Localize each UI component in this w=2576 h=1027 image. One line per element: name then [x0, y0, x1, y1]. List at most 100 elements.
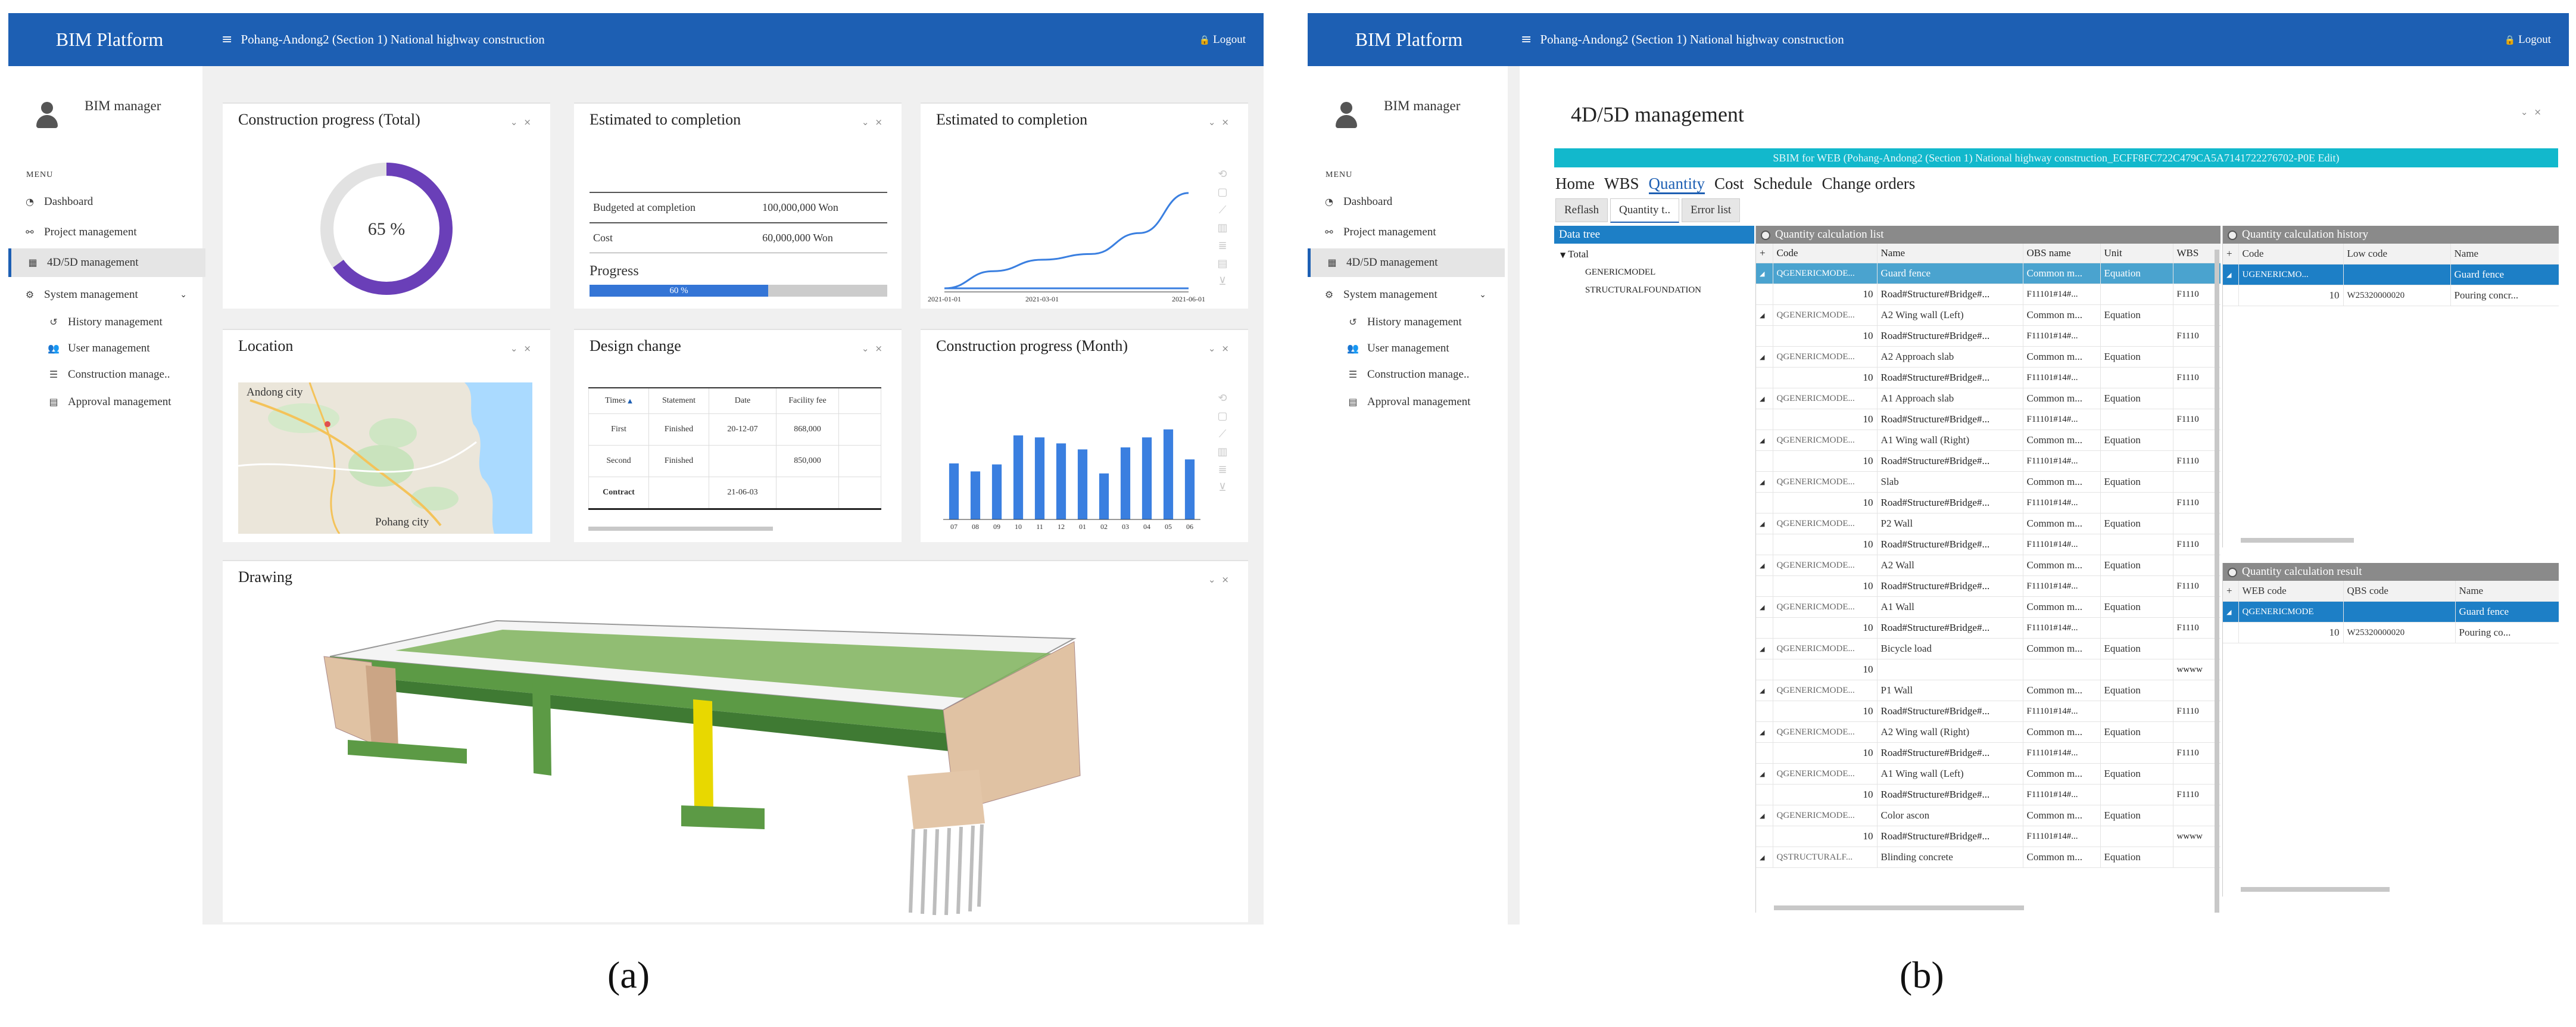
collapse-icon[interactable]: ◢: [1756, 680, 1773, 701]
collapse-icon[interactable]: ◢: [1756, 555, 1773, 576]
bar-type-icon[interactable]: ▥: [1217, 222, 1228, 234]
vertical-scrollbar[interactable]: [2215, 250, 2219, 913]
brand-title[interactable]: BIM Platform: [1355, 29, 1463, 50]
sidebar-item-system[interactable]: ⚙ System management ⌄: [8, 281, 202, 309]
list-item-detail[interactable]: 10 Road#Structure#Bridge#... F11101#14#...…: [1756, 701, 2221, 722]
tab-schedule[interactable]: Schedule: [1753, 175, 1813, 192]
table-row[interactable]: ◢ UGENERICMO... Guard fence: [2223, 264, 2559, 285]
list-item[interactable]: ◢ QSTRUCTURALF... Blinding concrete Common …: [1756, 847, 2221, 868]
horizontal-scrollbar[interactable]: [2241, 538, 2354, 543]
collapse-icon[interactable]: ◢: [1756, 304, 1773, 326]
location-map[interactable]: Andong city Pohang city: [238, 382, 532, 534]
list-item[interactable]: ◢ QGENERICMODE... A2 Wall Common m... Equati…: [1756, 555, 2221, 576]
card-controls[interactable]: ⌄×: [1208, 574, 1235, 585]
tab-wbs[interactable]: WBS: [1604, 175, 1639, 192]
list-item-detail[interactable]: 10 wwww: [1756, 659, 2221, 680]
table-row[interactable]: Contract 21-06-03: [588, 477, 881, 510]
tree-node-total[interactable]: ▼ Total: [1560, 248, 1589, 260]
column-header[interactable]: Statement: [648, 387, 709, 414]
table-row[interactable]: 10 W25320000020 Pouring co...: [2223, 622, 2559, 643]
column-header[interactable]: WEB code: [2238, 581, 2344, 602]
card-controls[interactable]: ⌄×: [861, 117, 888, 127]
avatar[interactable]: [1334, 102, 1359, 130]
collapse-icon[interactable]: ◢: [1756, 721, 1773, 743]
horizontal-scrollbar[interactable]: [1774, 905, 2024, 910]
sidebar-item-approval[interactable]: ▤ Approval management: [1308, 388, 1502, 416]
sidebar-item-users[interactable]: 👥 User management: [1308, 334, 1502, 363]
column-header[interactable]: Name: [2455, 581, 2559, 602]
table-row[interactable]: Second Finished 850,000: [588, 445, 881, 477]
bar-type-icon[interactable]: ▥: [1217, 446, 1228, 458]
data-view-icon[interactable]: ▤: [1217, 257, 1228, 270]
window-controls[interactable]: ⌄×: [2520, 107, 2547, 117]
download-icon[interactable]: ⊻: [1218, 481, 1227, 494]
card-controls[interactable]: ⌄×: [510, 117, 537, 127]
list-item-detail[interactable]: 10 Road#Structure#Bridge#... F11101#14#...…: [1756, 409, 2221, 430]
sidebar-item-project[interactable]: ⚯ Project management: [1308, 218, 1502, 247]
collapse-icon[interactable]: ◢: [1756, 847, 1773, 868]
tree-node-genericmodel[interactable]: GENERICMODEL: [1585, 267, 1656, 277]
list-item-detail[interactable]: 10 Road#Structure#Bridge#... F11101#14#...…: [1756, 492, 2221, 514]
brand-title[interactable]: BIM Platform: [55, 29, 164, 50]
collapse-icon[interactable]: ◢: [1756, 805, 1773, 826]
column-header[interactable]: Name: [1877, 244, 2023, 263]
column-header[interactable]: Facility fee: [776, 387, 839, 414]
panel-toggle-icon[interactable]: [2228, 230, 2237, 240]
collapse-icon[interactable]: ◢: [1756, 596, 1773, 618]
tab-home[interactable]: Home: [1555, 175, 1595, 192]
horizontal-scrollbar[interactable]: [2241, 887, 2390, 892]
sidebar-item-construction[interactable]: ☰ Construction manage..: [8, 360, 202, 389]
collapse-icon[interactable]: ◢: [1756, 430, 1773, 451]
download-icon[interactable]: ⊻: [1218, 275, 1227, 288]
add-column-icon[interactable]: +: [2223, 244, 2239, 264]
panel-toggle-icon[interactable]: [2228, 567, 2237, 577]
card-controls[interactable]: ⌄×: [510, 343, 537, 354]
sidebar-item-history[interactable]: ↺ History management: [1308, 308, 1502, 337]
stack-icon[interactable]: ≣: [1218, 239, 1227, 252]
avatar[interactable]: [35, 102, 60, 130]
expand-icon[interactable]: ▼: [1560, 251, 1566, 259]
quantity-tab-button[interactable]: Quantity t..: [1610, 198, 1680, 223]
hamburger-icon[interactable]: ≡: [222, 32, 233, 47]
sidebar-item-construction[interactable]: ☰ Construction manage..: [1308, 360, 1502, 389]
list-item-detail[interactable]: 10 Road#Structure#Bridge#... F11101#14#...…: [1756, 534, 2221, 555]
sort-icon[interactable]: ▲: [628, 398, 632, 404]
restore-icon[interactable]: ⟲: [1218, 168, 1227, 180]
collapse-icon[interactable]: ◢: [2223, 264, 2239, 285]
collapse-icon[interactable]: ◢: [1756, 388, 1773, 409]
table-row[interactable]: ◢ QGENERICMODE Guard fence: [2223, 601, 2559, 623]
tab-cost[interactable]: Cost: [1714, 175, 1744, 192]
column-header[interactable]: QBS code: [2343, 581, 2456, 602]
column-header[interactable]: Low code: [2343, 244, 2451, 264]
list-item[interactable]: ◢ QGENERICMODE... A2 Wing wall (Right) Comm…: [1756, 721, 2221, 743]
hamburger-icon[interactable]: ≡: [1521, 32, 1532, 47]
list-item-detail[interactable]: 10 Road#Structure#Bridge#... F11101#14#...…: [1756, 784, 2221, 805]
sidebar-item-users[interactable]: 👥 User management: [8, 334, 202, 363]
tab-change-orders[interactable]: Change orders: [1822, 175, 1916, 192]
collapse-icon[interactable]: ◢: [1756, 513, 1773, 534]
tree-node-structuralfoundation[interactable]: STRUCTURALFOUNDATION: [1585, 285, 1702, 295]
list-item[interactable]: ◢ QGENERICMODE... Slab Common m... Equation: [1756, 471, 2221, 493]
list-item-detail[interactable]: 10 Road#Structure#Bridge#... F11101#14#...…: [1756, 325, 2221, 347]
logout-button[interactable]: 🔒 Logout: [1199, 13, 1246, 66]
list-item-detail[interactable]: 10 Road#Structure#Bridge#... F11101#14#...…: [1756, 575, 2221, 597]
tab-quantity[interactable]: Quantity: [1648, 175, 1705, 194]
sidebar-item-project[interactable]: ⚯ Project management: [8, 218, 202, 247]
line-type-icon[interactable]: ⟋: [1218, 428, 1227, 440]
column-header[interactable]: Code: [1773, 244, 1878, 263]
list-item[interactable]: ◢ QGENERICMODE... P2 Wall Common m... Equati…: [1756, 513, 2221, 534]
collapse-icon[interactable]: ◢: [1756, 471, 1773, 493]
list-item[interactable]: ◢ QGENERICMODE... Bicycle load Common m... E…: [1756, 638, 2221, 659]
column-header[interactable]: Unit: [2100, 244, 2173, 263]
list-item[interactable]: ◢ QGENERICMODE... A1 Wall Common m... Equati…: [1756, 596, 2221, 618]
line-type-icon[interactable]: ⟋: [1218, 204, 1227, 216]
collapse-icon[interactable]: ◢: [1756, 638, 1773, 659]
list-item[interactable]: ◢ QGENERICMODE... A1 Wing wall (Left) Commo…: [1756, 763, 2221, 785]
list-item[interactable]: ◢ QGENERICMODE... A2 Wing wall (Left) Commo…: [1756, 304, 2221, 326]
list-item-detail[interactable]: 10 Road#Structure#Bridge#... F11101#14#...…: [1756, 826, 2221, 847]
collapse-icon[interactable]: ◢: [2223, 601, 2239, 623]
column-header[interactable]: Times ▲: [588, 387, 649, 414]
sidebar-item-history[interactable]: ↺ History management: [8, 308, 202, 337]
card-controls[interactable]: ⌄×: [1208, 343, 1235, 354]
sidebar-item-4d5d[interactable]: ▦ 4D/5D management: [8, 248, 205, 277]
